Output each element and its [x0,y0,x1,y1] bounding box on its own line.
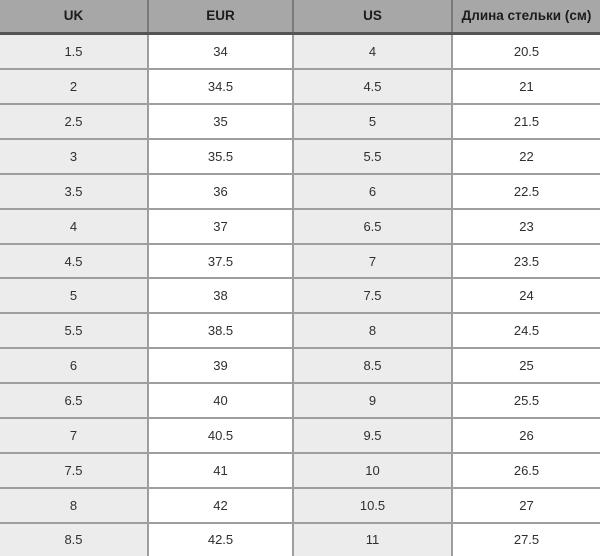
cell-uk: 3 [0,137,148,174]
cell-uk: 7 [0,417,148,454]
table-row: 2 34.5 4.5 21 [0,67,600,104]
cell-uk: 6.5 [0,382,148,419]
cell-us: 6.5 [292,207,452,244]
cell-eur: 38.5 [147,312,293,349]
cell-eur: 37.5 [147,242,293,279]
table-row: 5.5 38.5 8 24.5 [0,312,600,349]
cell-eur: 34 [147,33,293,69]
cell-eur: 35 [147,102,293,139]
column-header-eur: EUR [147,0,293,35]
table-row: 7.5 41 10 26.5 [0,452,600,489]
column-header-us: US [292,0,452,35]
table-row: 7 40.5 9.5 26 [0,417,600,454]
cell-uk: 4.5 [0,242,148,279]
table-header: UK EUR US Длина стельки (см) [0,0,600,35]
cell-eur: 38 [147,277,293,314]
column-header-uk: UK [0,0,148,35]
cell-eur: 40 [147,382,293,419]
cell-uk: 2 [0,67,148,104]
cell-us: 8 [292,312,452,349]
cell-eur: 35.5 [147,137,293,174]
cell-us: 8.5 [292,347,452,384]
table-row: 2.5 35 5 21.5 [0,102,600,139]
cell-uk: 7.5 [0,452,148,489]
cell-eur: 42.5 [147,521,293,556]
cell-eur: 36 [147,172,293,209]
cell-us: 4.5 [292,67,452,104]
cell-insole-length-cm: 22.5 [451,172,600,209]
cell-uk: 6 [0,347,148,384]
cell-insole-length-cm: 22 [451,137,600,174]
cell-eur: 40.5 [147,417,293,454]
cell-eur: 39 [147,347,293,384]
cell-insole-length-cm: 20.5 [451,33,600,69]
cell-uk: 3.5 [0,172,148,209]
cell-insole-length-cm: 21 [451,67,600,104]
cell-uk: 5.5 [0,312,148,349]
cell-us: 9 [292,382,452,419]
cell-insole-length-cm: 26.5 [451,452,600,489]
cell-eur: 34.5 [147,67,293,104]
table-row: 1.5 34 4 20.5 [0,33,600,69]
cell-eur: 37 [147,207,293,244]
table-body: 1.5 34 4 20.5 2 34.5 4.5 21 2.5 35 5 21.5 3 35.5 5.5 22… [0,33,600,556]
cell-us: 10.5 [292,487,452,523]
cell-us: 11 [292,521,452,556]
cell-us: 6 [292,172,452,209]
cell-uk: 1.5 [0,33,148,69]
table-row: 4 37 6.5 23 [0,207,600,244]
cell-insole-length-cm: 21.5 [451,102,600,139]
cell-us: 5 [292,102,452,139]
table-row: 3.5 36 6 22.5 [0,172,600,209]
table-row: 8 42 10.5 27 [0,487,600,523]
cell-insole-length-cm: 24.5 [451,312,600,349]
cell-insole-length-cm: 25.5 [451,382,600,419]
cell-eur: 42 [147,487,293,523]
cell-us: 4 [292,33,452,69]
cell-us: 9.5 [292,417,452,454]
cell-insole-length-cm: 23.5 [451,242,600,279]
cell-uk: 8 [0,487,148,523]
cell-uk: 5 [0,277,148,314]
cell-us: 10 [292,452,452,489]
table-row: 5 38 7.5 24 [0,277,600,314]
cell-us: 7.5 [292,277,452,314]
table-row: 6.5 40 9 25.5 [0,382,600,419]
cell-uk: 2.5 [0,102,148,139]
cell-insole-length-cm: 27 [451,487,600,523]
cell-eur: 41 [147,452,293,489]
table-row: 6 39 8.5 25 [0,347,600,384]
column-header-insole-length-cm: Длина стельки (см) [451,0,600,35]
table-row: 3 35.5 5.5 22 [0,137,600,174]
table-row: 4.5 37.5 7 23.5 [0,242,600,279]
cell-insole-length-cm: 27.5 [451,521,600,556]
cell-insole-length-cm: 25 [451,347,600,384]
cell-insole-length-cm: 23 [451,207,600,244]
cell-uk: 4 [0,207,148,244]
header-row: UK EUR US Длина стельки (см) [0,0,600,35]
cell-uk: 8.5 [0,521,148,556]
cell-us: 7 [292,242,452,279]
cell-insole-length-cm: 26 [451,417,600,454]
cell-us: 5.5 [292,137,452,174]
table-row: 8.5 42.5 11 27.5 [0,521,600,556]
cell-insole-length-cm: 24 [451,277,600,314]
